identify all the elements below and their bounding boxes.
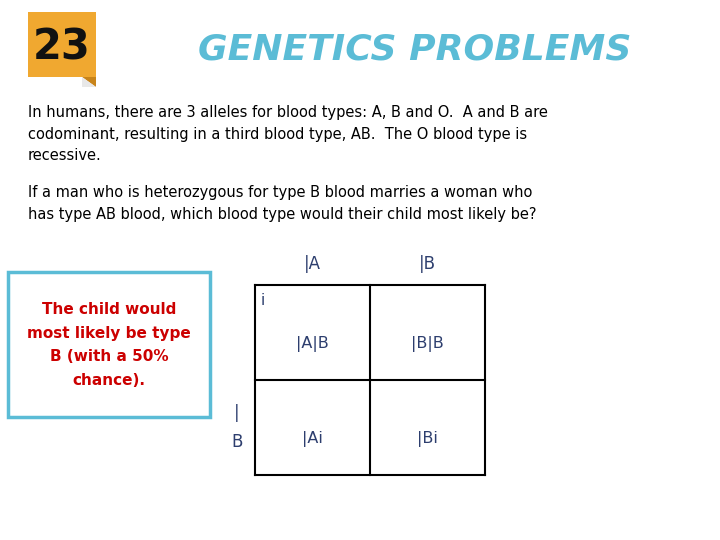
Text: |Bi: |Bi [417,431,438,447]
Text: |B: |B [419,255,436,273]
Text: |: | [234,404,240,422]
Text: The child would
most likely be type
B (with a 50%
chance).: The child would most likely be type B (w… [27,302,191,388]
Text: i: i [261,293,265,308]
Text: GENETICS PROBLEMS: GENETICS PROBLEMS [198,33,631,67]
Text: |A|B: |A|B [296,336,329,352]
Text: B: B [231,433,243,451]
Text: |A: |A [304,255,321,273]
Text: In humans, there are 3 alleles for blood types: A, B and O.  A and B are
codomin: In humans, there are 3 alleles for blood… [28,105,548,163]
Polygon shape [82,77,96,87]
Text: If a man who is heterozygous for type B blood marries a woman who
has type AB bl: If a man who is heterozygous for type B … [28,185,536,221]
Text: 23: 23 [33,26,91,68]
FancyBboxPatch shape [28,12,96,77]
FancyBboxPatch shape [8,272,210,417]
Polygon shape [82,77,96,87]
Text: |Ai: |Ai [302,431,323,447]
Text: |B|B: |B|B [411,336,444,352]
